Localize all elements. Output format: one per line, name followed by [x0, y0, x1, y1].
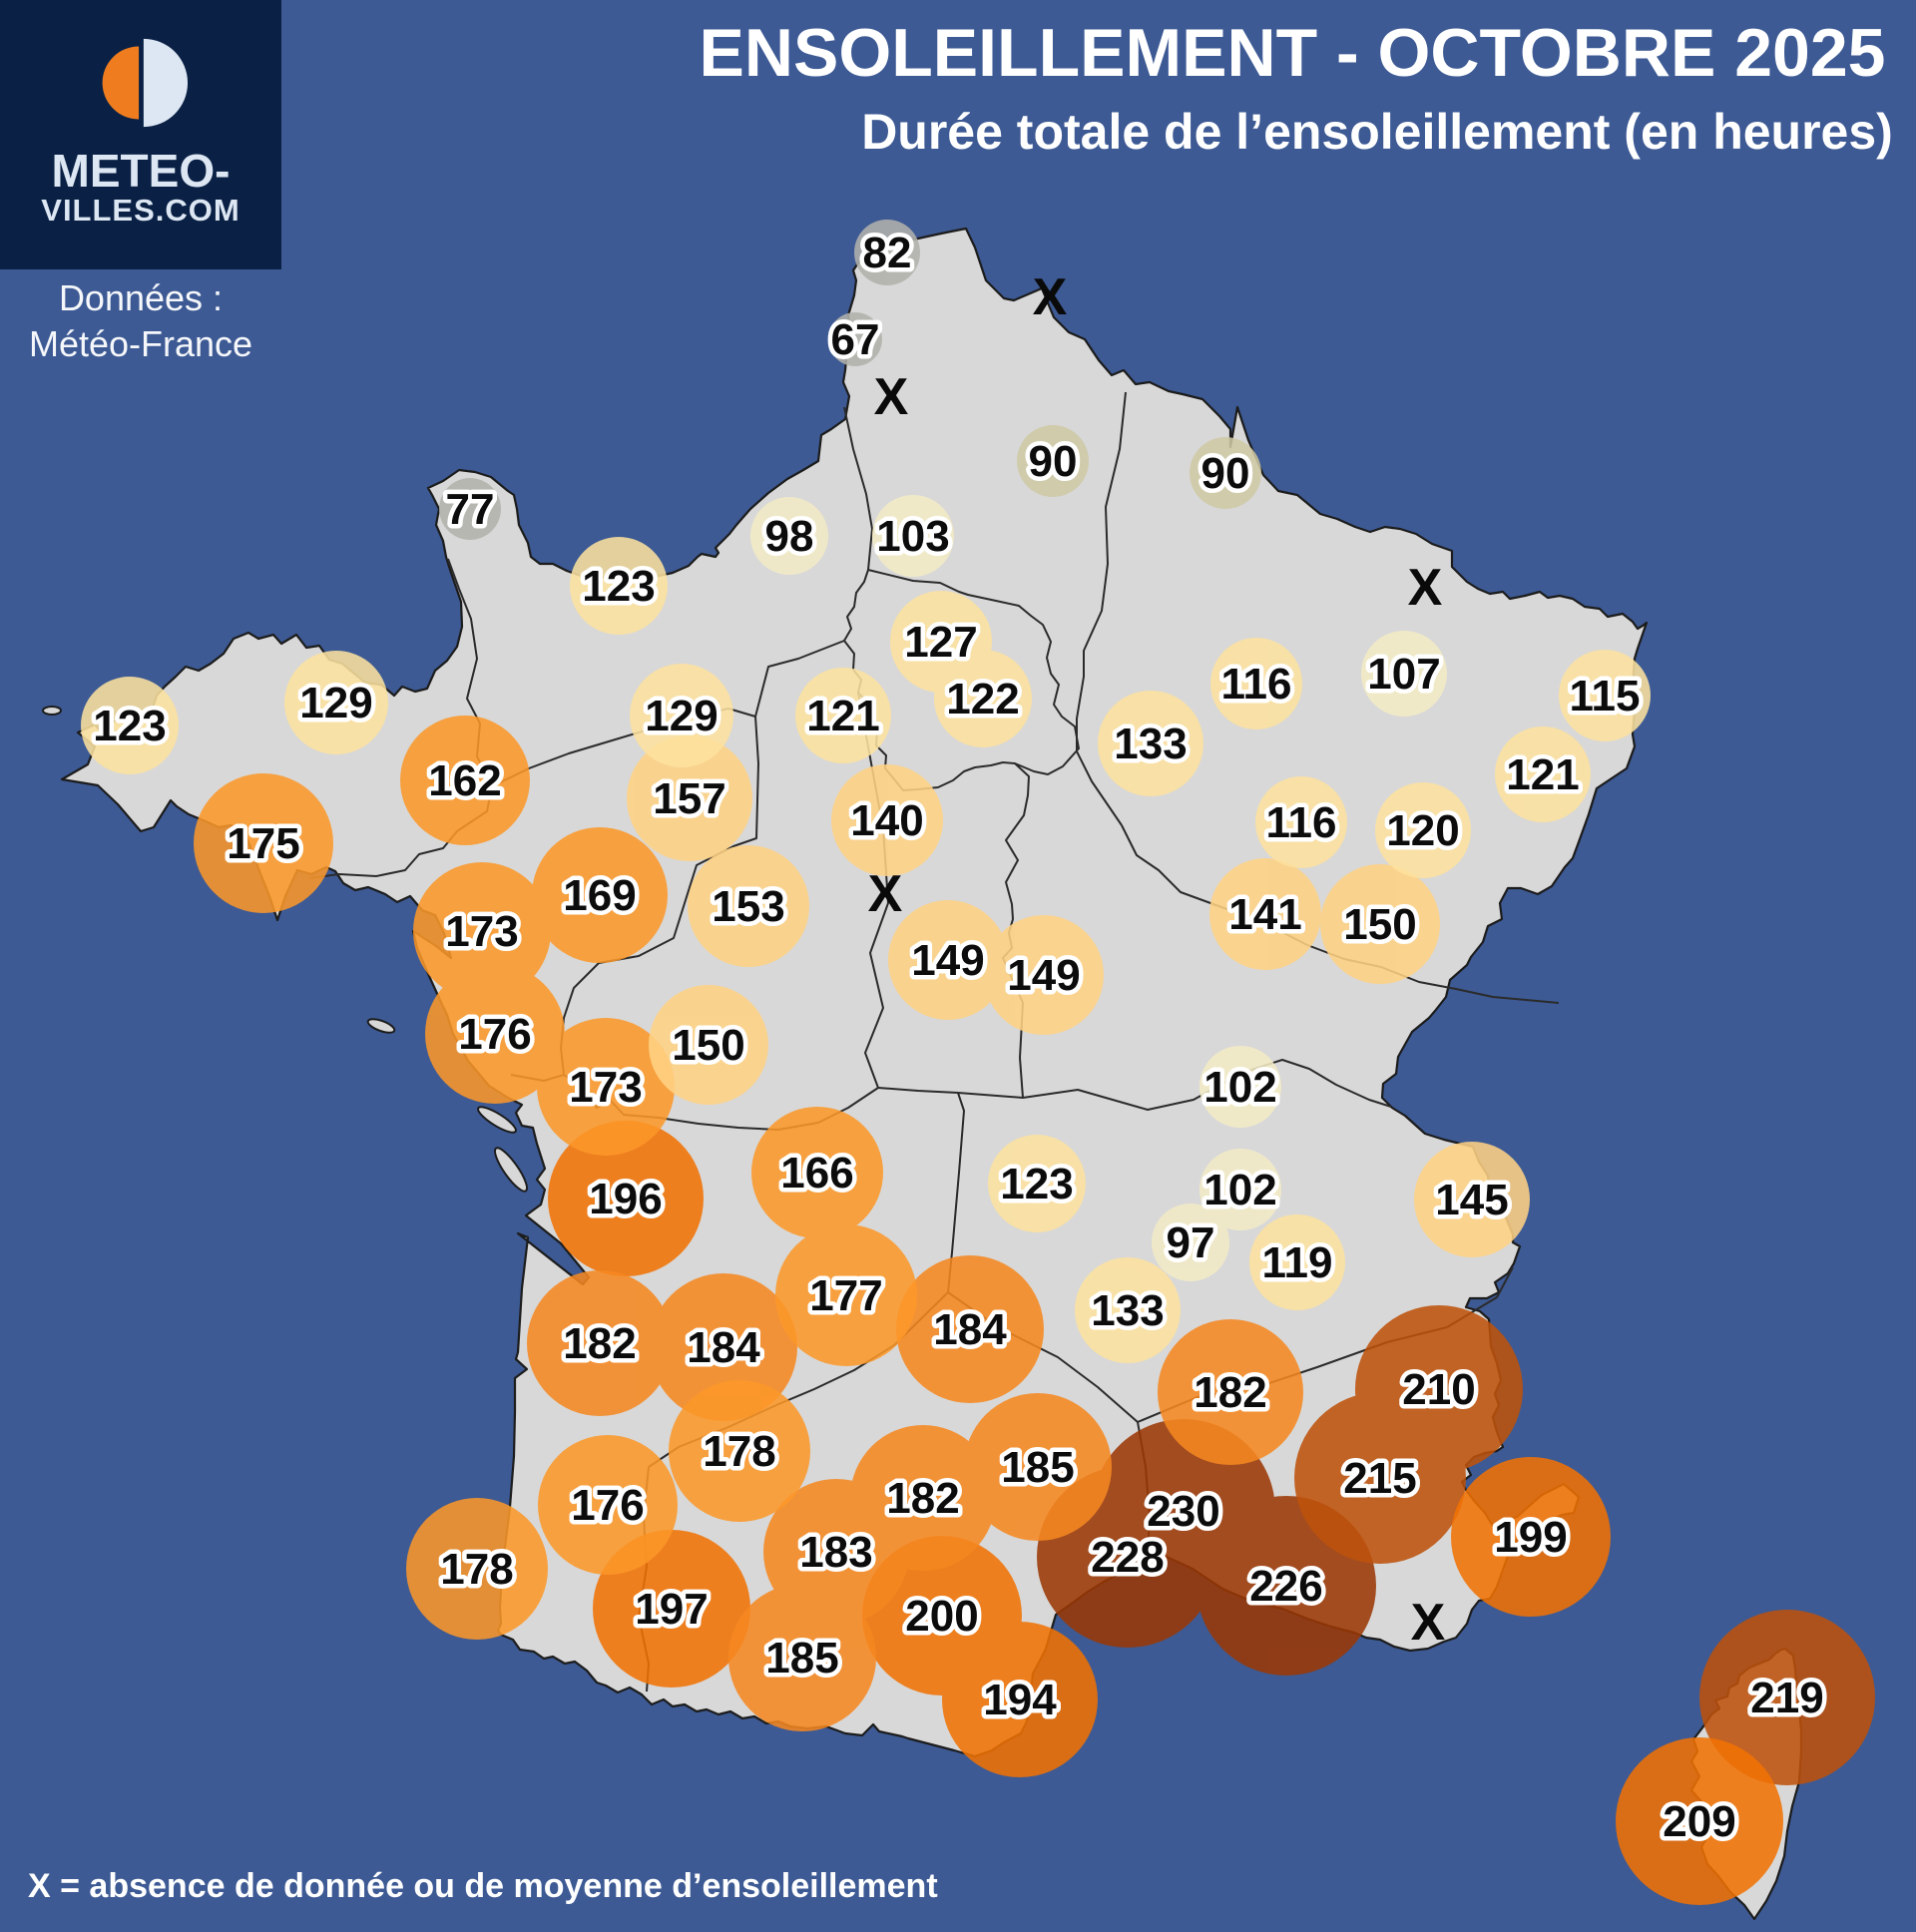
- svg-text:133: 133: [1091, 1286, 1164, 1335]
- svg-text:107: 107: [1367, 650, 1440, 699]
- svg-text:178: 178: [703, 1427, 775, 1476]
- svg-text:169: 169: [563, 871, 636, 920]
- svg-text:103: 103: [876, 512, 949, 561]
- svg-text:102: 102: [1203, 1166, 1276, 1214]
- svg-text:166: 166: [780, 1149, 853, 1198]
- svg-text:173: 173: [569, 1063, 642, 1112]
- svg-text:129: 129: [645, 692, 718, 740]
- svg-text:183: 183: [799, 1528, 872, 1577]
- svg-text:129: 129: [299, 679, 372, 727]
- svg-text:228: 228: [1091, 1533, 1164, 1582]
- svg-text:X: X: [868, 865, 903, 923]
- svg-text:153: 153: [712, 882, 784, 931]
- svg-text:123: 123: [582, 562, 655, 611]
- svg-text:197: 197: [635, 1585, 708, 1634]
- svg-text:150: 150: [672, 1021, 744, 1070]
- svg-text:176: 176: [571, 1481, 644, 1530]
- svg-text:226: 226: [1249, 1562, 1322, 1611]
- svg-text:209: 209: [1663, 1797, 1735, 1846]
- svg-text:120: 120: [1386, 806, 1459, 855]
- svg-text:X: X: [874, 368, 909, 426]
- svg-text:194: 194: [983, 1676, 1057, 1724]
- svg-text:122: 122: [946, 675, 1019, 724]
- svg-text:184: 184: [933, 1305, 1007, 1354]
- svg-text:140: 140: [850, 796, 923, 845]
- svg-text:77: 77: [446, 485, 495, 534]
- svg-text:102: 102: [1203, 1063, 1276, 1112]
- svg-text:196: 196: [589, 1175, 662, 1223]
- svg-text:82: 82: [863, 229, 912, 277]
- svg-text:176: 176: [458, 1010, 531, 1059]
- svg-text:149: 149: [911, 936, 984, 985]
- svg-text:215: 215: [1343, 1454, 1416, 1503]
- svg-text:X: X: [1408, 559, 1443, 617]
- svg-text:X: X: [1411, 1594, 1446, 1652]
- svg-text:133: 133: [1114, 720, 1187, 768]
- svg-text:90: 90: [1029, 437, 1078, 486]
- svg-text:182: 182: [1194, 1368, 1266, 1417]
- svg-text:182: 182: [563, 1319, 636, 1368]
- svg-text:123: 123: [93, 702, 166, 750]
- svg-text:157: 157: [653, 774, 725, 823]
- svg-text:200: 200: [905, 1592, 978, 1641]
- svg-text:115: 115: [1570, 672, 1641, 721]
- svg-text:219: 219: [1750, 1674, 1823, 1722]
- svg-text:121: 121: [806, 692, 879, 740]
- svg-text:173: 173: [445, 907, 518, 956]
- svg-text:90: 90: [1201, 449, 1250, 498]
- svg-text:141: 141: [1228, 890, 1301, 939]
- svg-text:116: 116: [1266, 798, 1337, 847]
- svg-text:185: 185: [765, 1634, 838, 1683]
- svg-text:119: 119: [1262, 1238, 1333, 1287]
- svg-text:145: 145: [1435, 1176, 1508, 1224]
- svg-text:127: 127: [904, 618, 977, 667]
- svg-text:121: 121: [1506, 750, 1579, 799]
- svg-text:177: 177: [809, 1271, 882, 1320]
- svg-text:185: 185: [1001, 1443, 1074, 1492]
- svg-text:X: X: [1033, 268, 1068, 326]
- svg-text:199: 199: [1494, 1513, 1567, 1562]
- svg-text:149: 149: [1007, 951, 1080, 1000]
- svg-text:67: 67: [831, 315, 880, 364]
- svg-text:162: 162: [428, 756, 501, 805]
- svg-text:182: 182: [886, 1474, 959, 1523]
- svg-text:98: 98: [765, 512, 814, 561]
- svg-text:150: 150: [1343, 900, 1416, 949]
- svg-text:123: 123: [1000, 1160, 1073, 1208]
- svg-text:116: 116: [1221, 660, 1292, 709]
- svg-text:210: 210: [1402, 1365, 1475, 1414]
- svg-text:97: 97: [1167, 1218, 1215, 1267]
- svg-text:230: 230: [1147, 1487, 1219, 1536]
- svg-text:184: 184: [687, 1323, 760, 1372]
- svg-text:175: 175: [227, 819, 299, 868]
- svg-text:178: 178: [440, 1545, 513, 1594]
